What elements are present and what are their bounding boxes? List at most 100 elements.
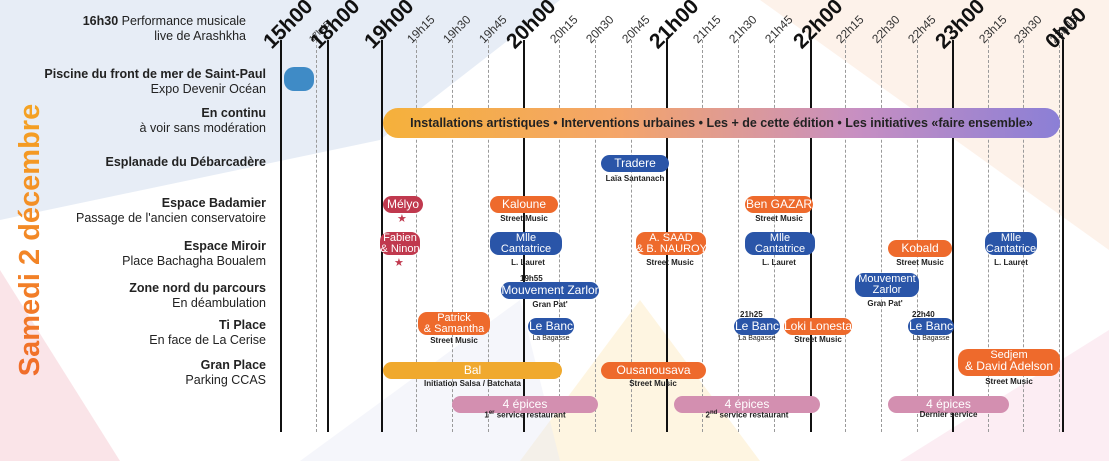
event-zarlor-1-time: 19h55 xyxy=(520,274,543,283)
event-line: & B. NAUROY xyxy=(636,243,707,255)
event-saad-nauroy: A. SAAD & B. NAUROY xyxy=(636,232,707,255)
row-title: Esplanade du Débarcadère xyxy=(105,155,266,169)
event-line: Fabien xyxy=(383,232,417,244)
event-line: Mouvement xyxy=(858,273,916,285)
event-tradere: Tradere xyxy=(601,155,669,172)
time-gridline xyxy=(316,40,317,432)
time-gridline xyxy=(1062,40,1064,432)
event-ousanousava-sub: Street Music xyxy=(629,379,677,388)
row-subtitle: Place Bachagha Boualem xyxy=(122,254,266,268)
star-icon: ★ xyxy=(394,257,404,269)
event-le-banc-2-sub: La Bagasse xyxy=(738,335,776,342)
time-gridline xyxy=(327,40,329,432)
event-line: Cantatrice xyxy=(500,243,552,255)
event-cantatrice-3-sub: L. Lauret xyxy=(994,258,1028,267)
row-label-ti-place: Ti Place En face de La Cerise xyxy=(20,318,266,348)
event-zarlor-2-sub: Gran Pat' xyxy=(867,299,903,308)
event-le-banc-3: Le Banc xyxy=(908,318,954,335)
event-ben-gazar: Ben GAZAR xyxy=(745,196,813,213)
event-le-banc-3-sub: La Bagasse xyxy=(912,335,950,342)
time-gridline xyxy=(452,40,453,432)
event-sedjem-david-adelson: Sedjem & David Adelson xyxy=(958,349,1060,376)
event-patrick-samantha-sub: Street Music xyxy=(430,336,478,345)
event-line: Sedjem xyxy=(990,349,1028,361)
event-le-banc-3-time: 22h40 xyxy=(912,310,935,319)
time-gridline xyxy=(845,40,846,432)
event-loki-lonestar-sub: Street Music xyxy=(794,335,842,344)
event-cantatrice-1-sub: L. Lauret xyxy=(511,258,545,267)
event-line: Zarlor xyxy=(872,284,902,296)
event-line: Cantatrice xyxy=(985,243,1037,255)
time-gridline xyxy=(881,40,882,432)
time-gridline xyxy=(631,40,632,432)
event-cantatrice-2: Mlle Cantatrice xyxy=(745,232,815,255)
service-text: service restaurant xyxy=(717,410,789,420)
time-gridline xyxy=(595,40,596,432)
event-kaloune-sub: Street Music xyxy=(500,214,548,223)
time-gridline xyxy=(1059,40,1060,432)
row-subtitle: Passage de l'ancien conservatoire xyxy=(75,211,266,225)
row-title: Gran Place xyxy=(200,358,266,372)
row-subtitle: En déambulation xyxy=(172,296,266,310)
performance-note: 16h30 Performance musicale live de Arash… xyxy=(60,14,246,44)
star-icon: ★ xyxy=(397,213,407,225)
event-bal-sub: Initiation Salsa / Batchata xyxy=(424,379,521,388)
event-4-epices-3-sub: Dernier service xyxy=(919,410,978,419)
event-line: A. SAAD xyxy=(649,232,693,244)
event-kaloune: Kaloune xyxy=(490,196,558,213)
row-label-miroir: Espace Miroir Place Bachagha Boualem xyxy=(20,239,266,269)
event-fabien-ninon: Fabien & Ninon xyxy=(380,232,420,255)
time-gridline xyxy=(952,40,954,432)
event-4-epices-1: 4 épices xyxy=(452,396,598,413)
service-suffix: nd xyxy=(709,410,718,416)
event-sedjem-sub: Street Music xyxy=(985,377,1033,386)
row-label-gran-place: Gran Place Parking CCAS xyxy=(20,358,266,388)
row-subtitle: En face de La Cerise xyxy=(149,333,266,347)
event-line: & Samantha xyxy=(423,323,485,335)
event-zarlor-1: Mouvement Zarlor xyxy=(501,282,599,299)
event-4-epices-2-sub: 2nd service restaurant xyxy=(677,410,817,420)
row-subtitle: Parking CCAS xyxy=(185,373,266,387)
event-cantatrice-1: Mlle Cantatrice xyxy=(490,232,562,255)
expo-devenir-ocean-block xyxy=(284,67,314,91)
event-line: Cantatrice xyxy=(754,243,806,255)
row-label-esplanade: Esplanade du Débarcadère xyxy=(20,155,266,170)
event-zarlor-2: Mouvement Zarlor xyxy=(855,273,919,297)
time-gridline xyxy=(917,40,918,432)
event-tradere-sub: Laïa Santanach xyxy=(605,174,665,183)
event-cantatrice-3: Mlle Cantatrice xyxy=(985,232,1037,255)
row-title: Ti Place xyxy=(218,318,266,332)
row-subtitle: à voir sans modération xyxy=(139,121,266,135)
event-line: Patrick xyxy=(437,312,471,324)
row-title: Espace Badamier xyxy=(161,196,266,210)
service-text: service restaurant xyxy=(494,410,566,420)
event-le-banc-1-sub: La Bagasse xyxy=(532,335,570,342)
event-line: Mlle xyxy=(515,232,537,244)
event-melyo: Mélyo xyxy=(383,196,423,213)
event-cantatrice-2-sub: L. Lauret xyxy=(762,258,796,267)
service-number: 1 xyxy=(484,410,489,420)
note-time: 16h30 xyxy=(82,14,119,28)
continuous-banner: Installations artistiques • Intervention… xyxy=(383,108,1060,138)
event-line: Mlle xyxy=(1000,232,1022,244)
row-label-zone-nord: Zone nord du parcours En déambulation xyxy=(20,281,266,311)
event-ben-gazar-sub: Street Music xyxy=(755,214,803,223)
time-gridline xyxy=(738,40,739,432)
row-subtitle: Expo Devenir Océan xyxy=(150,82,266,96)
service-number: 2 xyxy=(705,410,710,420)
event-le-banc-2-time: 21h25 xyxy=(740,310,763,319)
event-kobald: Kobald xyxy=(888,240,952,257)
event-line: & Ninon xyxy=(380,243,420,255)
event-4-epices-1-sub: 1er service restaurant xyxy=(455,410,595,420)
note-text-line2: live de Arashkha xyxy=(154,29,246,43)
event-zarlor-1-sub: Gran Pat' xyxy=(532,300,568,309)
event-bal: Bal xyxy=(383,362,562,379)
event-loki-lonestar: Loki Lonestar xyxy=(784,318,857,335)
row-title: Zone nord du parcours xyxy=(129,281,266,295)
row-title: En continu xyxy=(201,106,266,120)
event-line: Mlle xyxy=(769,232,791,244)
event-4-epices-3: 4 épices xyxy=(888,396,1009,413)
event-le-banc-2: Le Banc xyxy=(734,318,780,335)
row-label-en-continu: En continu à voir sans modération xyxy=(20,106,266,136)
time-gridline xyxy=(488,40,489,432)
